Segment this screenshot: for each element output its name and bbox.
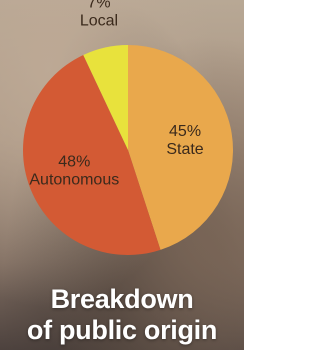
category-label: Autonomous <box>29 171 119 188</box>
chart-screen: 45%State 48%Autonomous 7%Local Breakdown o… <box>0 0 244 350</box>
value-label: 48% <box>58 153 90 170</box>
chart-title: Breakdown of public origin <box>0 284 244 346</box>
category-label: State <box>166 141 203 158</box>
category-label: Local <box>80 12 118 29</box>
value-label: 7% <box>87 0 110 11</box>
value-label: 45% <box>169 123 201 140</box>
